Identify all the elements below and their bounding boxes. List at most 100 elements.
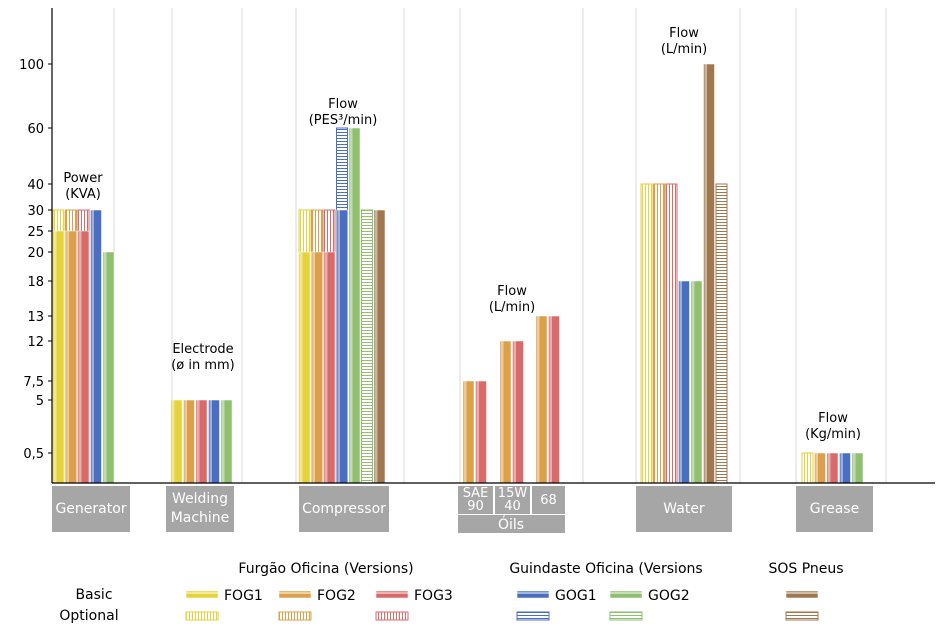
bar-fog1-optional bbox=[801, 452, 814, 484]
legend-swatch-highlight bbox=[279, 592, 311, 594]
category-label: Water bbox=[663, 501, 705, 517]
annotation-label: (ø in mm) bbox=[171, 358, 235, 373]
bar-highlight bbox=[350, 128, 353, 483]
y-tick-label: 30 bbox=[27, 204, 44, 219]
bar-highlight bbox=[513, 341, 516, 483]
bar-highlight bbox=[79, 231, 82, 483]
legend-swatch-optional-fog1 bbox=[185, 611, 219, 621]
annotation-label: Flow bbox=[669, 26, 699, 41]
legend-swatch-highlight bbox=[517, 592, 549, 594]
bar-highlight bbox=[815, 453, 818, 483]
category-label: Compressor bbox=[302, 501, 386, 517]
category-label: Grease bbox=[810, 501, 859, 517]
subcategory-label: 90 bbox=[467, 499, 484, 514]
annotation-label: (KVA) bbox=[65, 187, 101, 202]
bar-gog2-optional bbox=[361, 209, 373, 484]
y-axis: 0,5 5 7,5 12 13 18 20 25 30 40 60 100 bbox=[19, 8, 935, 484]
bar-highlight bbox=[549, 316, 552, 483]
annotation-label: Flow bbox=[818, 411, 848, 426]
y-tick-label: 18 bbox=[27, 275, 44, 290]
bar-highlight bbox=[692, 281, 695, 483]
subcategory-box bbox=[458, 486, 493, 514]
category-box-welding-machine bbox=[166, 486, 234, 532]
bar-sos-optional bbox=[715, 183, 728, 484]
bar-fog3-optional bbox=[665, 183, 678, 484]
subcategory-box bbox=[495, 486, 530, 514]
category-label: Welding bbox=[172, 491, 228, 507]
annotation-label: Electrode bbox=[172, 342, 233, 357]
annotation-label: Flow bbox=[328, 97, 358, 112]
bars bbox=[52, 63, 864, 484]
annotation-label: Flow bbox=[497, 284, 527, 299]
legend-swatch-highlight bbox=[186, 592, 218, 594]
legend-swatch-highlight bbox=[786, 592, 818, 594]
legend-swatch-highlight bbox=[610, 592, 642, 594]
legend-row-label: Basic bbox=[75, 587, 112, 603]
category-box-water bbox=[636, 486, 732, 532]
legend-swatch-basic-sos bbox=[785, 590, 819, 599]
bar-highlight bbox=[828, 453, 831, 483]
bar-highlight bbox=[209, 400, 212, 483]
legend-group-header: Guindaste Oficina (Versions bbox=[509, 561, 702, 577]
y-tick-label: 20 bbox=[27, 246, 44, 261]
subcategory-label: 68 bbox=[540, 493, 557, 508]
bar-highlight bbox=[91, 210, 94, 483]
category-label: Machine bbox=[171, 510, 230, 526]
y-tick-label: 12 bbox=[27, 335, 44, 350]
annotation-label: (PES³/min) bbox=[309, 113, 378, 128]
subcategory-label: 40 bbox=[504, 499, 521, 514]
legend-label: GOG2 bbox=[648, 588, 690, 604]
legend-swatch-basic-gog1 bbox=[516, 590, 550, 599]
bar-fog1-optional bbox=[640, 183, 653, 484]
category-box-compressor bbox=[299, 486, 389, 532]
legend-swatch-basic-fog3 bbox=[375, 590, 409, 599]
bar-highlight bbox=[172, 400, 175, 483]
legend-swatch-optional-sos bbox=[785, 611, 819, 621]
annotation-label: (L/min) bbox=[661, 42, 707, 57]
legend-swatch-basic-gog2 bbox=[609, 590, 643, 599]
bar-highlight bbox=[184, 400, 187, 483]
category-box-grease bbox=[796, 486, 873, 532]
bar-highlight bbox=[325, 252, 328, 483]
y-tick-label: 0,5 bbox=[23, 447, 44, 462]
legend-label: FOG3 bbox=[414, 588, 453, 604]
y-tick-label: 7,5 bbox=[23, 375, 44, 390]
category-label: Óils bbox=[498, 515, 524, 533]
bar-highlight bbox=[537, 316, 540, 483]
bar-highlight bbox=[222, 400, 225, 483]
bar-highlight bbox=[54, 231, 57, 483]
legend-swatch-optional-fog2 bbox=[278, 611, 312, 621]
annotation-label: (L/min) bbox=[489, 300, 535, 315]
annotation-label: Power bbox=[63, 171, 103, 186]
annotations: Power(KVA)Electrode(ø in mm)Flow(PES³/mi… bbox=[63, 26, 861, 442]
legend-swatch-optional-gog2 bbox=[609, 611, 643, 621]
bar-highlight bbox=[66, 231, 69, 483]
y-tick-label: 60 bbox=[27, 122, 44, 137]
category-label: Generator bbox=[55, 501, 126, 517]
annotation-label: (Kg/min) bbox=[805, 427, 861, 442]
legend-swatch-highlight bbox=[376, 592, 408, 594]
category-box-oils bbox=[458, 515, 565, 533]
y-tick-label: 100 bbox=[19, 58, 44, 73]
legend-group-header: Furgão Oficina (Versions) bbox=[238, 561, 413, 577]
bar-highlight bbox=[464, 381, 467, 483]
bar-highlight bbox=[337, 210, 340, 483]
y-tick-label: 13 bbox=[27, 310, 44, 325]
y-tick-label: 40 bbox=[27, 178, 44, 193]
legend: Basic Optional Furgão Oficina (Versions) Gu… bbox=[59, 561, 843, 624]
bar-highlight bbox=[704, 64, 707, 483]
subcategory-label: SAE bbox=[463, 486, 489, 501]
bar-highlight bbox=[375, 210, 378, 483]
bar-highlight bbox=[104, 252, 107, 483]
bar-highlight bbox=[312, 252, 315, 483]
bar-highlight bbox=[197, 400, 200, 483]
bar-highlight bbox=[300, 252, 303, 483]
legend-label: FOG1 bbox=[224, 588, 263, 604]
category-labels: Generator Welding Machine Compressor Water Gr… bbox=[52, 486, 873, 533]
bar-fog2-optional bbox=[653, 183, 665, 484]
legend-swatch-basic-fog2 bbox=[278, 590, 312, 599]
legend-swatch-optional-gog1 bbox=[516, 611, 550, 621]
legend-swatch-basic-fog1 bbox=[185, 590, 219, 599]
legend-label: FOG2 bbox=[317, 588, 356, 604]
